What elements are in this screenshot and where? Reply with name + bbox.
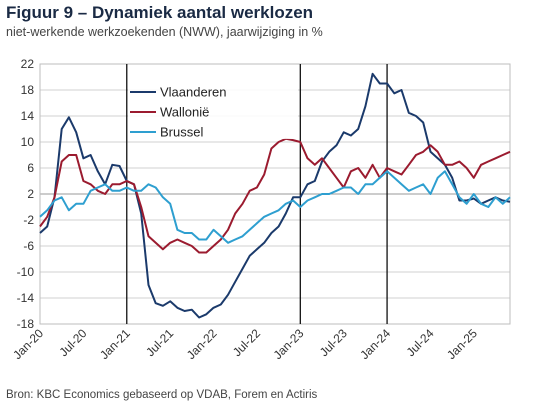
grid <box>39 63 511 325</box>
y-tick-label: -6 <box>23 239 34 253</box>
y-tick-label: 2 <box>27 187 34 201</box>
legend-bg <box>128 83 298 99</box>
legend-label: Brussel <box>160 125 203 140</box>
legend-label: Vlaanderen <box>160 85 227 100</box>
y-tick-label: 22 <box>21 57 35 71</box>
y-tick-label: -18 <box>17 317 35 331</box>
x-tick-label: Jan-24 <box>357 326 393 362</box>
x-tick-label: Jan-23 <box>271 326 307 362</box>
y-tick-label: -14 <box>17 291 35 305</box>
x-tick-label: Jan-21 <box>97 326 133 362</box>
x-tick-label: Jul-22 <box>230 326 263 359</box>
chart-subtitle: niet-werkende werkzoekenden (NWW), jaarw… <box>6 25 323 39</box>
y-tick-label: -10 <box>17 265 35 279</box>
x-tick-label: Jan-25 <box>444 326 480 362</box>
x-tick-label: Jan-20 <box>10 326 46 362</box>
x-tick-label: Jul-20 <box>56 326 89 359</box>
x-tick-label: Jul-21 <box>143 326 176 359</box>
plot-frame <box>39 63 511 325</box>
y-tick-label: 14 <box>21 109 35 123</box>
year-markers <box>126 64 388 324</box>
x-tick-label: Jan-22 <box>184 326 220 362</box>
y-tick-label: -2 <box>23 213 34 227</box>
legend: Vlaanderen Wallonië Brussel <box>128 83 298 140</box>
y-tick-label: 6 <box>27 161 34 175</box>
y-tick-label: 18 <box>21 83 35 97</box>
series-line-brussel <box>39 170 511 244</box>
series-lines <box>39 72 511 319</box>
chart-title: Figuur 9 – Dynamiek aantal werklozen <box>6 3 314 22</box>
source-note: Bron: KBC Economics gebaseerd op VDAB, F… <box>6 389 318 401</box>
legend-bg <box>128 123 298 139</box>
x-tick-label: Jul-23 <box>317 326 350 359</box>
legend-label: Wallonië <box>160 105 209 120</box>
series-line-walloni <box>39 137 511 254</box>
legend-bg <box>128 103 298 119</box>
x-tick-label: Jul-24 <box>404 326 437 359</box>
series-line-vlaanderen <box>39 72 511 319</box>
y-tick-label: 10 <box>21 135 35 149</box>
